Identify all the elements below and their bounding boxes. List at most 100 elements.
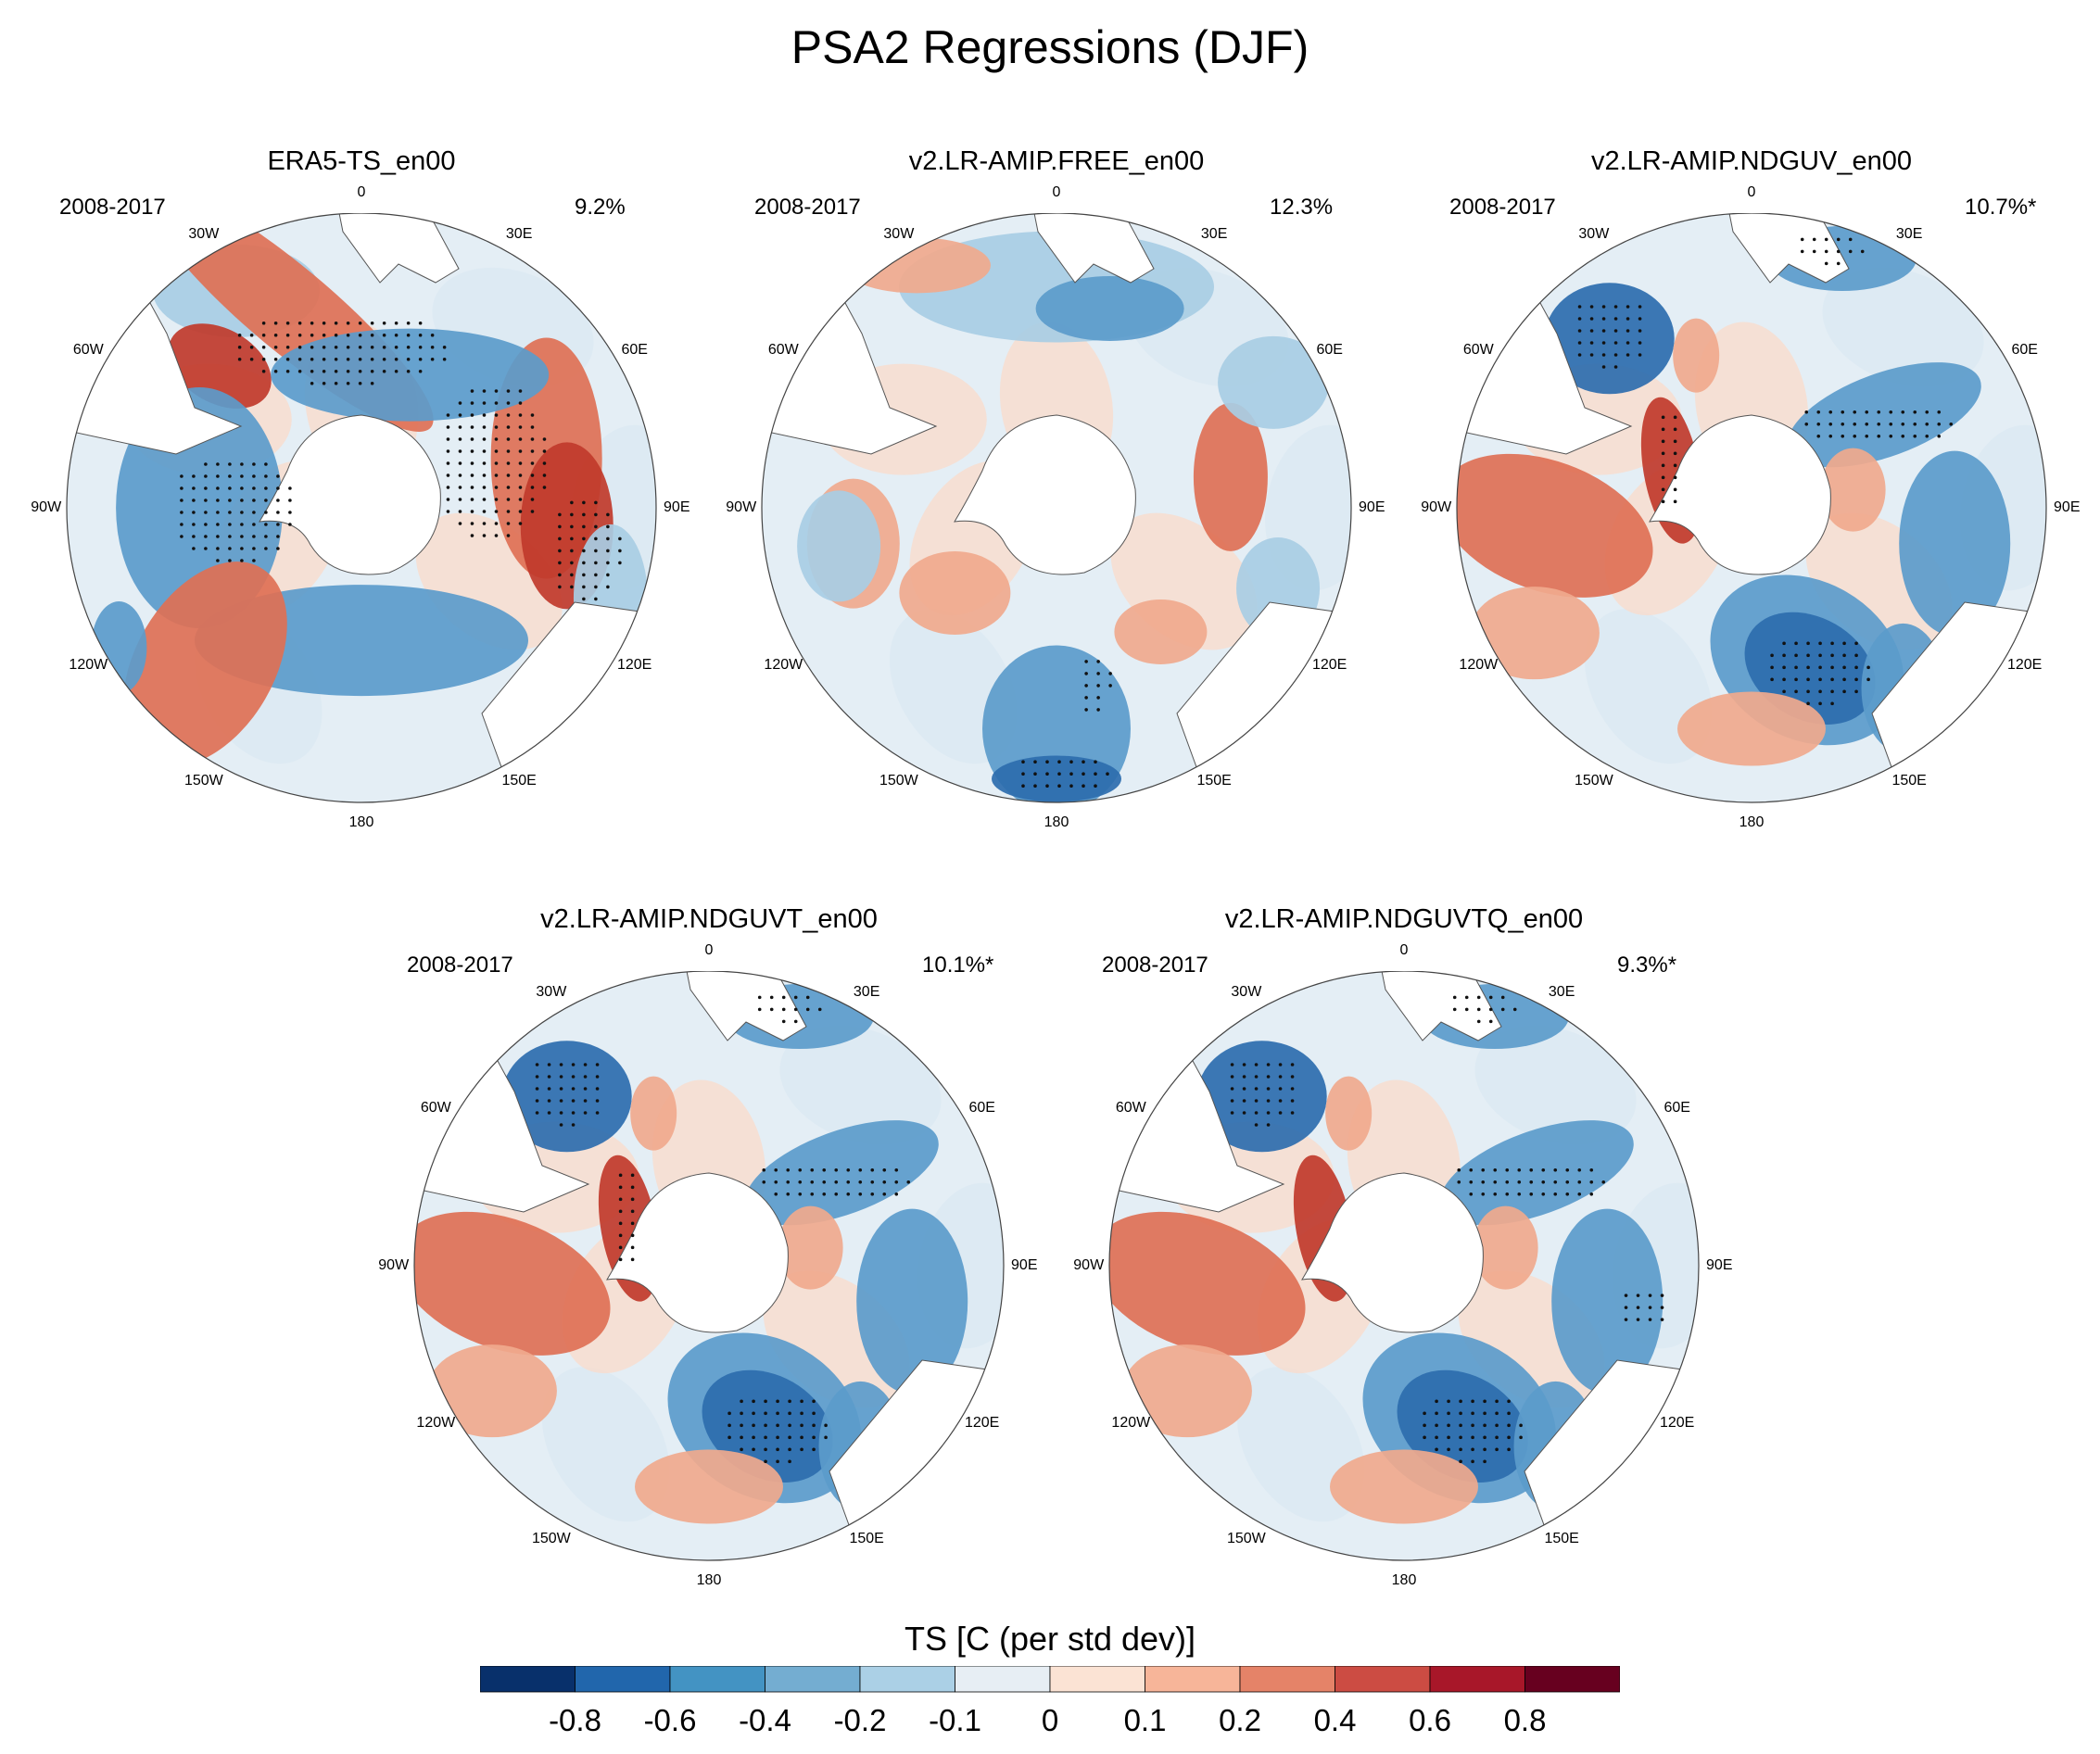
longitude-label: 30E bbox=[1200, 226, 1228, 243]
longitude-label: 30E bbox=[853, 984, 880, 1001]
longitude-label: 60W bbox=[767, 341, 799, 358]
longitude-label: 150E bbox=[1196, 772, 1232, 789]
colorbar-swatch bbox=[1239, 1666, 1335, 1693]
colorbar-tick-label: -0.1 bbox=[929, 1703, 981, 1737]
ts-anomaly-field bbox=[1109, 971, 1699, 1560]
longitude-label: 180 bbox=[1044, 814, 1069, 831]
longitude-label: 90E bbox=[1011, 1257, 1038, 1273]
colorbar-tick-label: 0.4 bbox=[1313, 1703, 1357, 1737]
longitude-label: 120E bbox=[964, 1415, 1000, 1432]
longitude-label: 0 bbox=[704, 941, 714, 958]
longitude-label: 120E bbox=[616, 657, 652, 674]
panel-variance: 9.3%* bbox=[1617, 953, 1677, 978]
longitude-label: 60W bbox=[420, 1099, 451, 1116]
map-panel-ndguv: v2.LR-AMIP.NDGUV_en00 2008-2017 10.7%* 0… bbox=[1399, 146, 2100, 830]
panel-variance: 10.7%* bbox=[1965, 195, 2037, 220]
longitude-label: 30E bbox=[505, 226, 533, 243]
longitude-label: 150E bbox=[501, 772, 537, 789]
longitude-label: 0 bbox=[1399, 941, 1409, 958]
longitude-label: 120W bbox=[764, 657, 803, 674]
longitude-label: 30W bbox=[536, 984, 567, 1001]
longitude-label: 90E bbox=[1359, 499, 1385, 515]
longitude-label: 150W bbox=[183, 772, 223, 789]
longitude-label: 0 bbox=[1747, 183, 1756, 200]
longitude-label: 120E bbox=[2006, 657, 2043, 674]
map-boundary bbox=[1108, 971, 1700, 1561]
colorbar-swatch bbox=[859, 1666, 955, 1693]
colorbar-swatch bbox=[955, 1666, 1051, 1693]
panel-title: ERA5-TS_en00 bbox=[267, 146, 456, 176]
panel-title: v2.LR-AMIP.NDGUVT_en00 bbox=[540, 904, 878, 934]
polar-map bbox=[66, 213, 657, 803]
longitude-label: 150E bbox=[849, 1530, 884, 1546]
colorbar-swatch bbox=[669, 1666, 765, 1693]
longitude-label: 90E bbox=[2054, 499, 2081, 515]
colorbar-swatch bbox=[480, 1666, 576, 1693]
longitude-label: 30W bbox=[883, 226, 915, 243]
longitude-label: 30W bbox=[1578, 226, 1610, 243]
map-panel-free: v2.LR-AMIP.FREE_en00 2008-2017 12.3% 0 30… bbox=[704, 146, 1409, 830]
longitude-label: 180 bbox=[348, 814, 374, 831]
longitude-label: 90E bbox=[1706, 1257, 1733, 1273]
colorbar-tick-label: 0.2 bbox=[1219, 1703, 1261, 1737]
panel-variance: 9.2% bbox=[575, 195, 626, 220]
longitude-label: 120W bbox=[1459, 657, 1499, 674]
colorbar-tick-label: -0.2 bbox=[833, 1703, 887, 1737]
polar-map bbox=[413, 971, 1005, 1561]
colorbar-swatch bbox=[1145, 1666, 1241, 1693]
ts-anomaly-field bbox=[67, 213, 656, 802]
longitude-label: 120W bbox=[69, 657, 108, 674]
map-boundary bbox=[761, 213, 1352, 803]
longitude-label: 30W bbox=[1231, 984, 1262, 1001]
longitude-label: 60W bbox=[72, 341, 104, 358]
longitude-label: 60E bbox=[968, 1099, 995, 1116]
colorbar-tick-label: -0.4 bbox=[739, 1703, 791, 1737]
panel-period: 2008-2017 bbox=[59, 195, 166, 220]
longitude-label: 120E bbox=[1659, 1415, 1695, 1432]
longitude-label: 120E bbox=[1311, 657, 1347, 674]
panel-period: 2008-2017 bbox=[1102, 953, 1208, 978]
longitude-label: 30E bbox=[1895, 226, 1923, 243]
map-boundary bbox=[66, 213, 657, 803]
longitude-label: 30E bbox=[1548, 984, 1575, 1001]
longitude-label: 0 bbox=[357, 183, 366, 200]
colorbar-swatch bbox=[765, 1666, 861, 1693]
panel-period: 2008-2017 bbox=[754, 195, 861, 220]
longitude-label: 150W bbox=[531, 1530, 571, 1546]
longitude-label: 90W bbox=[1421, 499, 1452, 515]
longitude-label: 120W bbox=[416, 1415, 456, 1432]
colorbar-tick-label: -0.6 bbox=[643, 1703, 697, 1737]
longitude-label: 180 bbox=[1739, 814, 1765, 831]
ts-anomaly-field bbox=[414, 971, 1004, 1560]
longitude-label: 90W bbox=[1073, 1257, 1105, 1273]
longitude-label: 0 bbox=[1052, 183, 1061, 200]
colorbar-swatch bbox=[1335, 1666, 1431, 1693]
figure-title: PSA2 Regressions (DJF) bbox=[791, 21, 1309, 73]
colorbar-tick-label: 0 bbox=[1041, 1703, 1059, 1737]
map-panel-ndguvt: v2.LR-AMIP.NDGUVT_en00 2008-2017 10.1%* … bbox=[357, 904, 1061, 1588]
longitude-label: 150E bbox=[1544, 1530, 1579, 1546]
longitude-label: 180 bbox=[696, 1572, 722, 1589]
ts-anomaly-field bbox=[762, 213, 1351, 802]
longitude-label: 60E bbox=[1664, 1099, 1690, 1116]
longitude-label: 60W bbox=[1462, 341, 1494, 358]
longitude-label: 90W bbox=[378, 1257, 410, 1273]
polar-map bbox=[761, 213, 1352, 803]
longitude-label: 60E bbox=[621, 341, 648, 358]
colorbar-swatch bbox=[1524, 1666, 1620, 1693]
panel-title: v2.LR-AMIP.NDGUV_en00 bbox=[1590, 146, 1912, 176]
colorbar-swatch bbox=[1049, 1666, 1145, 1693]
map-panel-ndguvtq: v2.LR-AMIP.NDGUVTQ_en00 2008-2017 9.3%* … bbox=[1052, 904, 1756, 1588]
longitude-label: 150W bbox=[879, 772, 918, 789]
colorbar bbox=[480, 1666, 1620, 1693]
longitude-label: 60E bbox=[2011, 341, 2038, 358]
map-boundary bbox=[1456, 213, 2047, 803]
polar-map bbox=[1108, 971, 1700, 1561]
ts-anomaly-field bbox=[1457, 213, 2046, 802]
longitude-label: 90E bbox=[664, 499, 690, 515]
longitude-label: 30W bbox=[188, 226, 220, 243]
map-boundary bbox=[413, 971, 1005, 1561]
longitude-label: 150W bbox=[1574, 772, 1613, 789]
longitude-label: 60W bbox=[1115, 1099, 1146, 1116]
colorbar-tick-label: 0.1 bbox=[1123, 1703, 1167, 1737]
